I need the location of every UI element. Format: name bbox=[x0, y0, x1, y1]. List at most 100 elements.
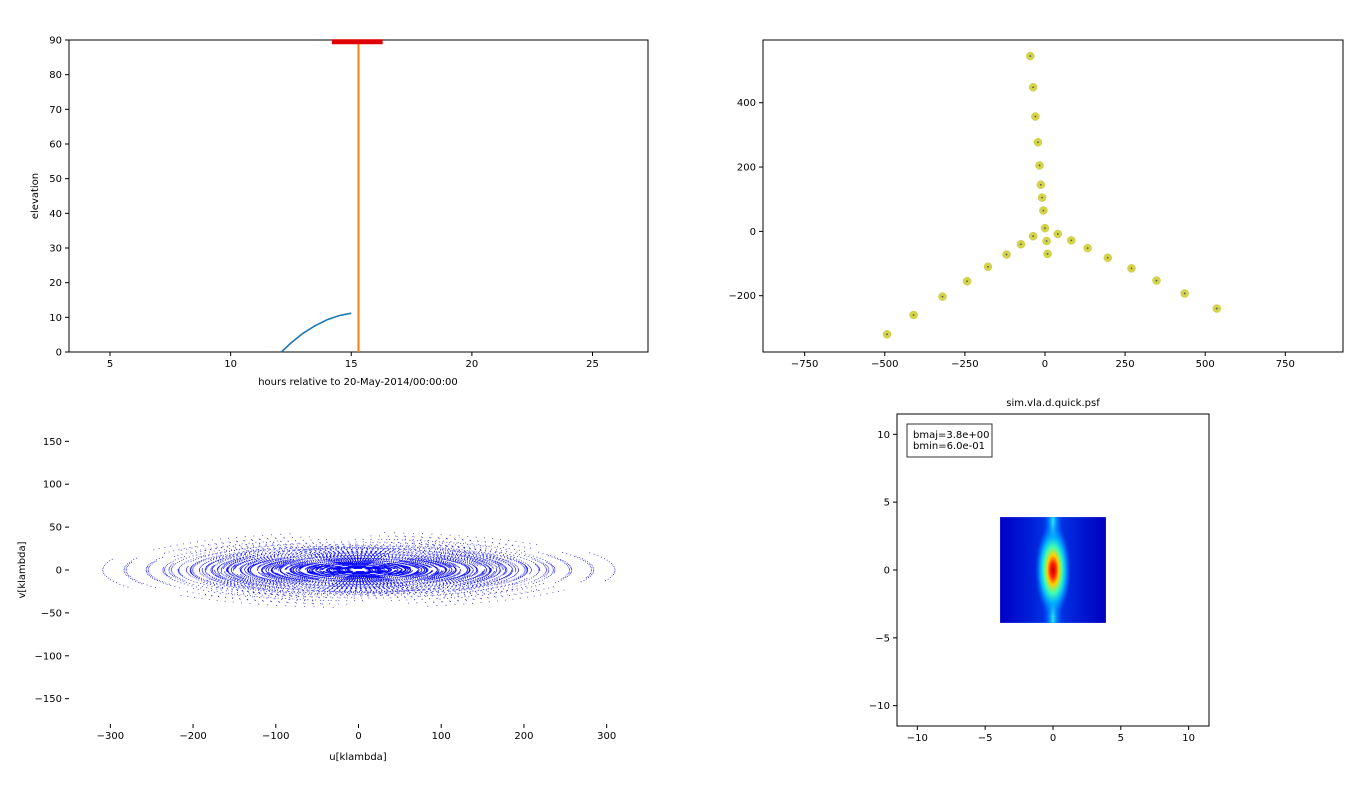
y-tick-label: 10 bbox=[877, 430, 890, 441]
y-tick-label: 200 bbox=[737, 163, 756, 174]
antenna-point-center bbox=[1183, 292, 1186, 295]
y-tick-label: 30 bbox=[49, 244, 62, 255]
antenna-point-center bbox=[1039, 183, 1042, 186]
x-tick-label: 5 bbox=[1118, 733, 1124, 744]
y-tick-label: 60 bbox=[49, 140, 62, 151]
antenna-point-center bbox=[1056, 233, 1059, 235]
x-tick-label: −10 bbox=[907, 733, 928, 744]
y-tick-label: 40 bbox=[49, 209, 62, 220]
antenna-point-center bbox=[1038, 164, 1041, 167]
uv-coverage-ticks: −300 −200 −100 0 100 200 300 −150 −100 −50 0 50 100 1… bbox=[35, 437, 617, 742]
x-tick-label: −500 bbox=[871, 359, 898, 370]
uv-coverage-marks bbox=[102, 532, 616, 608]
psf-legend-bmin: bmin=6.0e-01 bbox=[913, 441, 985, 452]
elevation-panel: 5 10 15 20 25 0 10 20 30 40 50 60 70 80 90 hours relat… bbox=[30, 36, 649, 388]
y-tick-label: −10 bbox=[869, 701, 890, 712]
x-tick-label: −200 bbox=[179, 731, 206, 742]
y-tick-label: 20 bbox=[49, 278, 62, 289]
y-tick-label: 0 bbox=[56, 566, 62, 577]
y-tick-label: −100 bbox=[35, 651, 62, 662]
x-tick-label: 500 bbox=[1196, 359, 1215, 370]
uv-coverage-panel: −300 −200 −100 0 100 200 300 −150 −100 −50 0 50 100 1… bbox=[17, 437, 616, 763]
x-tick-label: 10 bbox=[224, 359, 237, 370]
y-tick-label: −200 bbox=[729, 291, 756, 302]
y-tick-label: −50 bbox=[41, 608, 62, 619]
psf-panel: sim.vla.d.quick.psf −10 −5 0 5 10 −10 −5 0 5 10 b… bbox=[869, 398, 1210, 744]
elevation-marks bbox=[280, 39, 383, 353]
x-tick-label: −250 bbox=[951, 359, 978, 370]
antenna-layout-axes-frame bbox=[762, 39, 1344, 353]
x-tick-label: 0 bbox=[355, 731, 361, 742]
x-tick-label: 200 bbox=[514, 731, 533, 742]
antenna-point-center bbox=[941, 295, 944, 298]
elevation-xlabel: hours relative to 20-May-2014/00:00:00 bbox=[258, 377, 458, 388]
antenna-point-center bbox=[1046, 252, 1049, 255]
psf-legend-box bbox=[906, 423, 993, 458]
antenna-layout-marks bbox=[882, 51, 1221, 339]
psf-legend: bmaj=3.8e+00 bmin=6.0e-01 bbox=[906, 423, 993, 458]
antenna-point-center bbox=[1037, 141, 1039, 144]
y-tick-label: −150 bbox=[35, 694, 62, 705]
x-tick-label: 100 bbox=[432, 731, 451, 742]
antenna-layout-panel: −750 −500 −250 0 250 500 750 −200 0 200 400 bbox=[729, 39, 1344, 370]
antenna-point-center bbox=[1044, 227, 1046, 230]
antenna-point-center bbox=[1130, 267, 1133, 270]
antenna-point-center bbox=[966, 280, 969, 283]
x-tick-label: −300 bbox=[97, 731, 124, 742]
y-tick-label: 10 bbox=[49, 313, 62, 324]
y-tick-label: 80 bbox=[49, 70, 62, 81]
antenna-point-center bbox=[1029, 55, 1032, 57]
x-tick-label: 750 bbox=[1276, 359, 1295, 370]
y-tick-label: 100 bbox=[43, 480, 62, 491]
antenna-point-center bbox=[1070, 239, 1073, 242]
antenna-point-center bbox=[886, 333, 888, 336]
y-tick-label: 0 bbox=[884, 566, 890, 577]
antenna-point-center bbox=[1086, 247, 1089, 250]
antenna-point-center bbox=[987, 265, 989, 268]
antenna-point-center bbox=[1215, 307, 1218, 310]
y-tick-label: 50 bbox=[49, 174, 62, 185]
antenna-point-center bbox=[1041, 196, 1044, 199]
antenna-point-center bbox=[1020, 243, 1022, 246]
y-tick-label: −5 bbox=[875, 633, 890, 644]
y-tick-label: 90 bbox=[49, 36, 62, 47]
x-tick-label: −750 bbox=[791, 359, 818, 370]
antenna-point-center bbox=[1106, 256, 1109, 259]
antenna-point-center bbox=[1032, 235, 1035, 238]
x-tick-label: 20 bbox=[466, 359, 479, 370]
uv-coverage-xlabel: u[klambda] bbox=[329, 752, 387, 763]
y-tick-label: 400 bbox=[737, 98, 756, 109]
antenna-point-center bbox=[912, 314, 915, 316]
elevation-series-line bbox=[280, 312, 352, 353]
y-tick-label: 70 bbox=[49, 105, 62, 116]
x-tick-label: 250 bbox=[1116, 359, 1135, 370]
y-tick-label: 0 bbox=[750, 227, 756, 238]
antenna-point-center bbox=[1005, 253, 1008, 256]
x-tick-label: 300 bbox=[597, 731, 616, 742]
x-tick-label: −5 bbox=[978, 733, 993, 744]
psf-title: sim.vla.d.quick.psf bbox=[1006, 398, 1100, 409]
elevation-ticks: 5 10 15 20 25 0 10 20 30 40 50 60 70 80 90 bbox=[49, 36, 599, 371]
y-tick-label: 5 bbox=[884, 498, 890, 509]
y-tick-label: 50 bbox=[49, 523, 62, 534]
elevation-ylabel: elevation bbox=[30, 173, 41, 219]
antenna-point-center bbox=[1042, 209, 1045, 212]
x-tick-label: 5 bbox=[107, 359, 113, 370]
psf-ticks: −10 −5 0 5 10 −10 −5 0 5 10 bbox=[869, 430, 1195, 744]
antenna-point-center bbox=[1034, 115, 1037, 118]
antenna-layout-ticks: −750 −500 −250 0 250 500 750 −200 0 200 400 bbox=[729, 98, 1295, 370]
x-tick-label: 10 bbox=[1182, 733, 1195, 744]
antenna-point-center bbox=[1045, 240, 1048, 242]
psf-legend-bmaj: bmaj=3.8e+00 bbox=[913, 430, 990, 441]
x-tick-label: 0 bbox=[1042, 359, 1048, 370]
uv-coverage-ylabel: v[klambda] bbox=[17, 541, 28, 598]
psf-main-lobe bbox=[1035, 523, 1071, 617]
x-tick-label: 0 bbox=[1050, 733, 1056, 744]
psf-image bbox=[1000, 517, 1106, 623]
antenna-point-center bbox=[1032, 86, 1035, 89]
x-tick-label: 15 bbox=[345, 359, 358, 370]
y-tick-label: 150 bbox=[43, 437, 62, 448]
x-tick-label: 25 bbox=[586, 359, 599, 370]
antenna-point-center bbox=[1155, 279, 1158, 282]
